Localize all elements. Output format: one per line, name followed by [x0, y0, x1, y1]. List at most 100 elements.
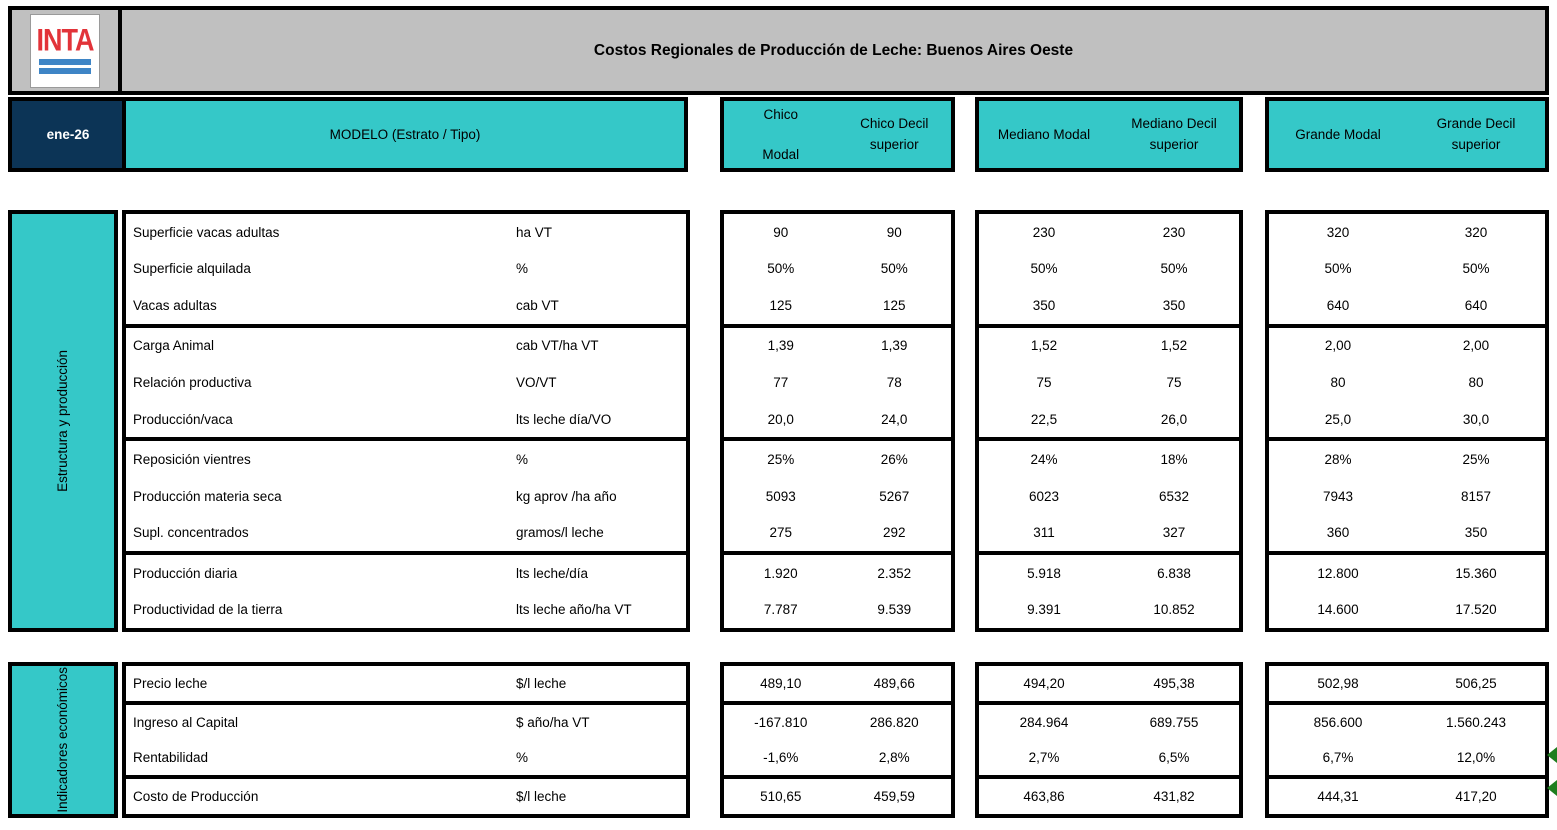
value-cell: 25% — [767, 452, 795, 468]
value-cell: 26% — [880, 452, 908, 468]
row-unit: lts leche día/VO — [516, 411, 612, 427]
column-header: Mediano Modal — [997, 127, 1091, 142]
value-cell: 1,39 — [881, 338, 908, 354]
value-cell: 24% — [1030, 452, 1058, 468]
value-cell: -167.810 — [754, 715, 808, 730]
value-cell: 5093 — [765, 488, 796, 504]
value-cell: 1,52 — [1030, 338, 1058, 354]
value-cell: 275 — [769, 525, 793, 541]
inta-logo-bar — [39, 68, 91, 74]
table-row: 50% 50% — [724, 251, 951, 288]
value-cell: 20,0 — [767, 411, 794, 427]
table-row: 5.918 6.838 — [979, 555, 1239, 592]
row-unit: gramos/l leche — [516, 525, 604, 541]
inta-logo-text: INTA — [36, 22, 95, 58]
table-section: Estructura y producción Superficie vacas … — [8, 210, 1549, 633]
column-group-grande: Grande Modal Grande Decil superior — [1265, 97, 1549, 172]
value-cell: 90 — [773, 224, 789, 240]
row-label: Ingreso al Capital — [133, 715, 239, 730]
table-row: Productividad de la tierra lts leche año/… — [126, 591, 686, 628]
table-row: 28% 25% — [1269, 441, 1545, 478]
table-row: 1,52 1,52 — [979, 328, 1239, 365]
value-cell: 75 — [1166, 374, 1182, 390]
value-cell: 18% — [1160, 452, 1188, 468]
row-group: Carga Animal cab VT/ha VT Relación product… — [122, 323, 690, 442]
data-column: 502,98 506,25 856.600 1.560.243 6,7% 12,0% 444… — [1265, 662, 1549, 818]
data-column: 320 320 50% 50% 640 640 2,00 2,00 80 80 25,0 30,0 28… — [1265, 210, 1549, 633]
value-cell: 125 — [882, 297, 906, 313]
value-cell: 26,0 — [1160, 411, 1188, 427]
green-arrow-icon — [1547, 747, 1557, 763]
row-unit: % — [516, 452, 529, 468]
inta-logo-bar — [39, 59, 91, 65]
table-row: Reposición vientres% — [126, 441, 686, 478]
row-group: 12.800 15.360 14.600 17.520 — [1265, 550, 1549, 633]
value-cell: 25% — [1462, 452, 1490, 468]
table-row: 9.391 10.852 — [979, 591, 1239, 628]
value-cell: 640 — [1464, 297, 1488, 313]
value-cell: 1,39 — [767, 338, 794, 354]
row-unit: ha VT — [516, 224, 553, 240]
table-row: 640 640 — [1269, 287, 1545, 324]
row-group: 510,65 459,59 — [720, 775, 955, 818]
section-label-band: Indicadores económicos — [8, 662, 118, 818]
row-label: Relación productiva — [133, 374, 252, 390]
value-cell: 360 — [1326, 525, 1350, 541]
table-row: Producción materia seca kg aprov /ha año — [126, 478, 686, 515]
model-column-header: MODELO (Estrato / Tipo) — [122, 97, 688, 172]
value-cell: 80 — [1330, 374, 1346, 390]
table-row: 489,10 489,66 — [724, 666, 951, 701]
value-cell: 7943 — [1322, 488, 1354, 504]
row-group: 28% 25% 7943 8157 360 350 — [1265, 437, 1549, 555]
row-group: 320 320 50% 50% 640 640 — [1265, 210, 1549, 328]
row-label: Carga Animal — [133, 338, 215, 354]
table-row: Producción diaria lts leche/día — [126, 555, 686, 592]
value-cell: 25,0 — [1324, 411, 1352, 427]
value-cell: 80 — [1468, 374, 1484, 390]
value-cell: 6.838 — [1157, 565, 1191, 581]
value-cell: 2,8% — [878, 750, 910, 765]
value-cell: 5267 — [879, 488, 910, 504]
table-section: Indicadores económicos Precio leche $/l le… — [8, 662, 1549, 818]
table-row: 284.964 689.755 — [979, 705, 1239, 740]
table-row: 275 292 — [724, 514, 951, 551]
value-cell: 230 — [1032, 224, 1056, 240]
value-cell: 417,20 — [1455, 789, 1497, 804]
row-group: Costo de Producción $/l leche — [122, 775, 690, 818]
value-cell: 494,20 — [1023, 676, 1065, 691]
table-row: 360 350 — [1269, 514, 1545, 551]
row-label: Productividad de la tierra — [133, 602, 283, 618]
value-cell: 7.787 — [763, 602, 798, 618]
table-row: 6,7% 12,0% — [1269, 740, 1545, 775]
value-cell: 50% — [767, 261, 795, 277]
table-row: 502,98 506,25 — [1269, 666, 1545, 701]
value-cell: 459,59 — [873, 789, 915, 804]
value-cell: 350 — [1162, 297, 1186, 313]
column-header: Chico Modal — [762, 107, 800, 162]
table-row: 20,0 24,0 — [724, 401, 951, 438]
table-row: 510,65 459,59 — [724, 779, 951, 814]
row-unit: $ año/ha VT — [516, 715, 590, 730]
row-unit: VO/VT — [516, 374, 557, 390]
value-cell: 77 — [773, 374, 789, 390]
row-group: 284.964 689.755 2,7% 6,5% — [975, 701, 1243, 779]
table-row: -167.810 286.820 — [724, 705, 951, 740]
row-label: Reposición vientres — [133, 452, 251, 468]
report-header: INTA Costos Regionales de Producción de … — [8, 6, 1549, 95]
table-row: 125 125 — [724, 287, 951, 324]
value-cell: 5.918 — [1027, 565, 1061, 581]
value-cell: 90 — [886, 224, 902, 240]
row-group: Reposición vientres% Producción materia s… — [122, 437, 690, 555]
row-label: Supl. concentrados — [133, 525, 249, 541]
value-cell: 2,00 — [1462, 338, 1490, 354]
green-arrow-icon — [1547, 780, 1557, 796]
table-row: Rentabilidad% — [126, 740, 686, 775]
row-group: Ingreso al Capital $ año/ha VT Rentabilida… — [122, 701, 690, 779]
value-cell: 320 — [1464, 224, 1488, 240]
value-cell: 502,98 — [1317, 676, 1359, 691]
label-column: Precio leche $/l leche Ingreso al Capital $… — [122, 662, 690, 818]
value-cell: -1,6% — [763, 750, 799, 765]
table-row: 1,39 1,39 — [724, 328, 951, 365]
table-row: 80 80 — [1269, 364, 1545, 401]
row-unit: % — [516, 750, 529, 765]
